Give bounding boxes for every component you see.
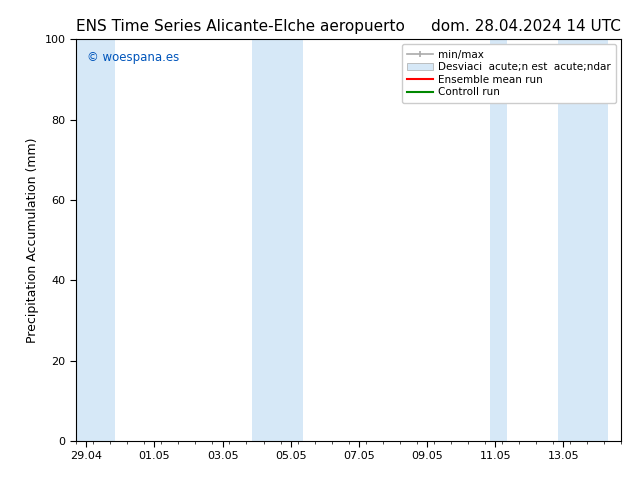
Text: © woespana.es: © woespana.es: [87, 51, 179, 64]
Text: dom. 28.04.2024 14 UTC: dom. 28.04.2024 14 UTC: [432, 19, 621, 34]
Bar: [559, 39, 607, 441]
Bar: [252, 39, 302, 441]
Bar: [490, 39, 507, 441]
Y-axis label: Precipitation Accumulation (mm): Precipitation Accumulation (mm): [26, 137, 39, 343]
Bar: [76, 39, 115, 441]
Legend: min/max, Desviaci  acute;n est  acute;ndar, Ensemble mean run, Controll run: min/max, Desviaci acute;n est acute;ndar…: [402, 45, 616, 102]
Text: ENS Time Series Alicante-Elche aeropuerto: ENS Time Series Alicante-Elche aeropuert…: [76, 19, 405, 34]
